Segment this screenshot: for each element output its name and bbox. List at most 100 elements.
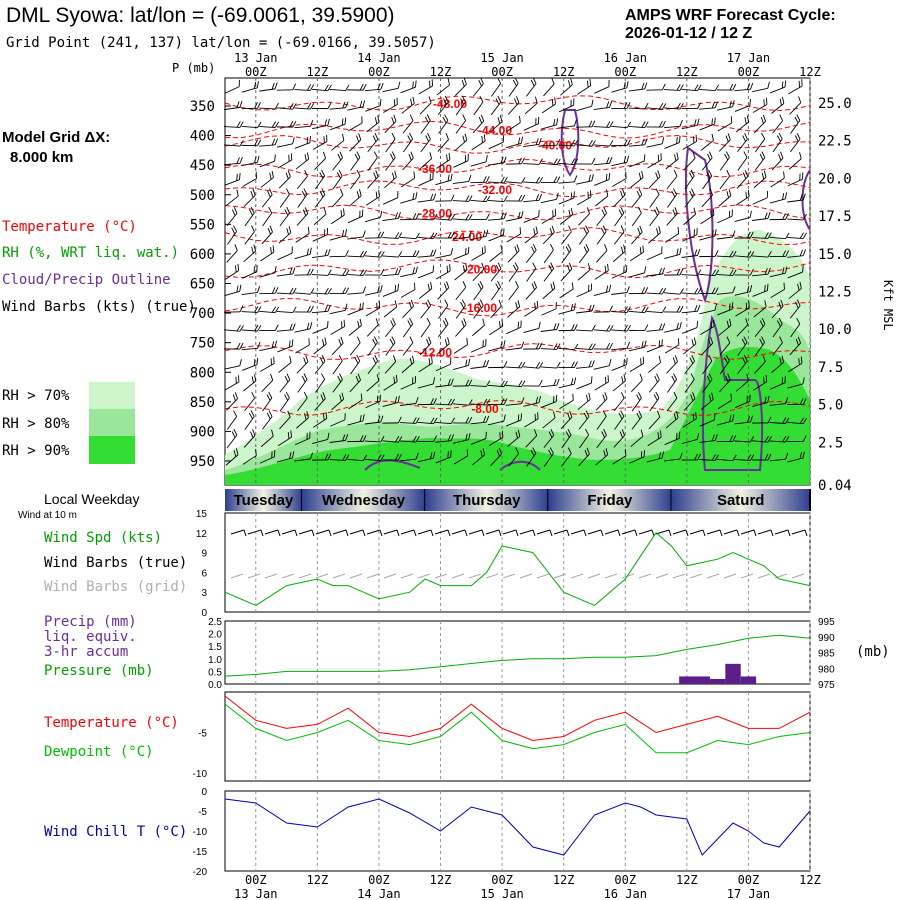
wind-barb	[297, 391, 308, 412]
wind-barb-flag	[732, 286, 736, 293]
wind-barb-staff	[400, 403, 416, 406]
wind-barb	[472, 318, 485, 337]
wind-barb	[278, 355, 292, 373]
wind-barb-flag	[538, 321, 541, 329]
wind-barb	[311, 84, 332, 92]
wind-barb-flag	[342, 101, 346, 109]
wind-barb-flag	[357, 320, 360, 328]
wind-barb-flag	[531, 283, 535, 290]
wind-barb	[276, 451, 295, 463]
surface-wind-barb	[417, 529, 432, 535]
wind-barb	[614, 410, 625, 430]
bottom-date-label: 13 Jan	[234, 887, 277, 900]
wind-barb-flag	[324, 287, 329, 295]
label-temperature: Temperature (°C)	[44, 715, 179, 731]
wind-barb-flag	[338, 354, 343, 362]
wind-barb	[296, 411, 309, 429]
wind-barb-flag	[450, 194, 455, 202]
surface-wind-barb	[400, 529, 415, 535]
wind-barb-flag	[573, 175, 578, 182]
wind-barb-flag	[359, 435, 364, 442]
wind-barb-flag	[724, 357, 729, 364]
wind-barb-flag	[623, 102, 628, 109]
wind-barb-flag	[356, 354, 361, 362]
wind-barb-flag	[449, 264, 451, 272]
wind-barb-flag	[430, 398, 434, 405]
cloud-outline-upper	[560, 109, 580, 177]
wind-barb	[629, 154, 646, 168]
wind-barb-flag	[638, 410, 643, 417]
wind-barb	[402, 336, 414, 356]
wind-barb-flag	[322, 392, 326, 399]
top-date-label: 14 Jan	[357, 51, 400, 65]
wind-barb-flag	[362, 269, 367, 276]
wind-barb	[452, 379, 473, 387]
wind-barb-flag	[677, 338, 680, 345]
wind-barb-flag	[655, 206, 660, 214]
wind-barb-staff	[455, 120, 466, 134]
wind-barb-flag	[306, 432, 308, 440]
wind-barb-staff	[279, 416, 291, 430]
surface-wind-barb	[485, 529, 500, 535]
wind-barb	[540, 378, 560, 388]
wind-barb-flag	[696, 118, 700, 126]
wind-barb-flag	[624, 448, 627, 456]
wind-barb-staff	[769, 403, 786, 406]
wind-barb-flag	[380, 251, 385, 258]
wind-barb-flag	[742, 172, 747, 179]
wind-barb-flag	[253, 81, 257, 89]
wind-barb-staff	[331, 194, 344, 208]
wind-barb-flag	[362, 435, 367, 442]
wind-barb-staff	[472, 324, 485, 337]
wind-barb-flag	[743, 151, 748, 158]
wind-barb	[754, 151, 766, 171]
wind-barb	[507, 244, 520, 263]
wind-barb	[294, 288, 315, 295]
wind-barb	[259, 266, 277, 278]
wind-barb-flag	[340, 210, 343, 217]
wind-barb-flag	[412, 213, 417, 220]
wind-barb-flag	[292, 120, 297, 128]
bottom-tick-label: 12Z	[799, 873, 821, 887]
wind-barb	[402, 114, 414, 134]
wind-barb-flag	[394, 396, 397, 404]
wind-barb-flag	[236, 121, 241, 128]
wind-barb	[524, 300, 539, 317]
wind-barb-flag	[253, 374, 257, 382]
wind-barb-flag	[355, 375, 359, 383]
wind-barb-staff	[578, 213, 590, 226]
wind-barb-flag	[483, 398, 488, 406]
wind-barb	[702, 354, 713, 375]
wind-barb	[224, 359, 242, 370]
wind-barb-flag	[602, 410, 607, 417]
wind-barb	[646, 339, 663, 353]
grid-wind-barb	[757, 573, 771, 579]
wind-barb	[314, 354, 326, 375]
wind-barb	[329, 101, 349, 110]
wind-barb-flag	[785, 452, 789, 460]
wind-barb-flag	[555, 302, 557, 309]
wind-barb-flag	[609, 121, 614, 128]
wind-barb-staff	[505, 403, 522, 406]
wind-barb-flag	[679, 452, 683, 460]
wind-barb-flag	[782, 435, 787, 443]
wind-barb-flag	[573, 361, 578, 368]
wind-barb	[787, 249, 806, 258]
wind-barb-flag	[433, 398, 437, 405]
wind-barb	[382, 190, 399, 205]
grid-wind-barb	[502, 573, 516, 579]
wind-barb-flag	[714, 413, 716, 420]
wind-barb-flag	[725, 354, 730, 362]
wind-barb-flag	[555, 394, 558, 402]
wind-barb-flag	[658, 340, 661, 348]
wind-barb-flag	[767, 453, 772, 461]
wind-barb-staff	[402, 120, 414, 134]
wind-barb-flag	[485, 195, 491, 202]
wind-barb-flag	[636, 394, 641, 401]
wind-barb-flag	[253, 266, 255, 273]
wind-barb	[558, 139, 579, 147]
wind-barb-flag	[233, 225, 237, 232]
wind-barb	[753, 374, 768, 391]
wind-barb-flag	[412, 192, 415, 200]
